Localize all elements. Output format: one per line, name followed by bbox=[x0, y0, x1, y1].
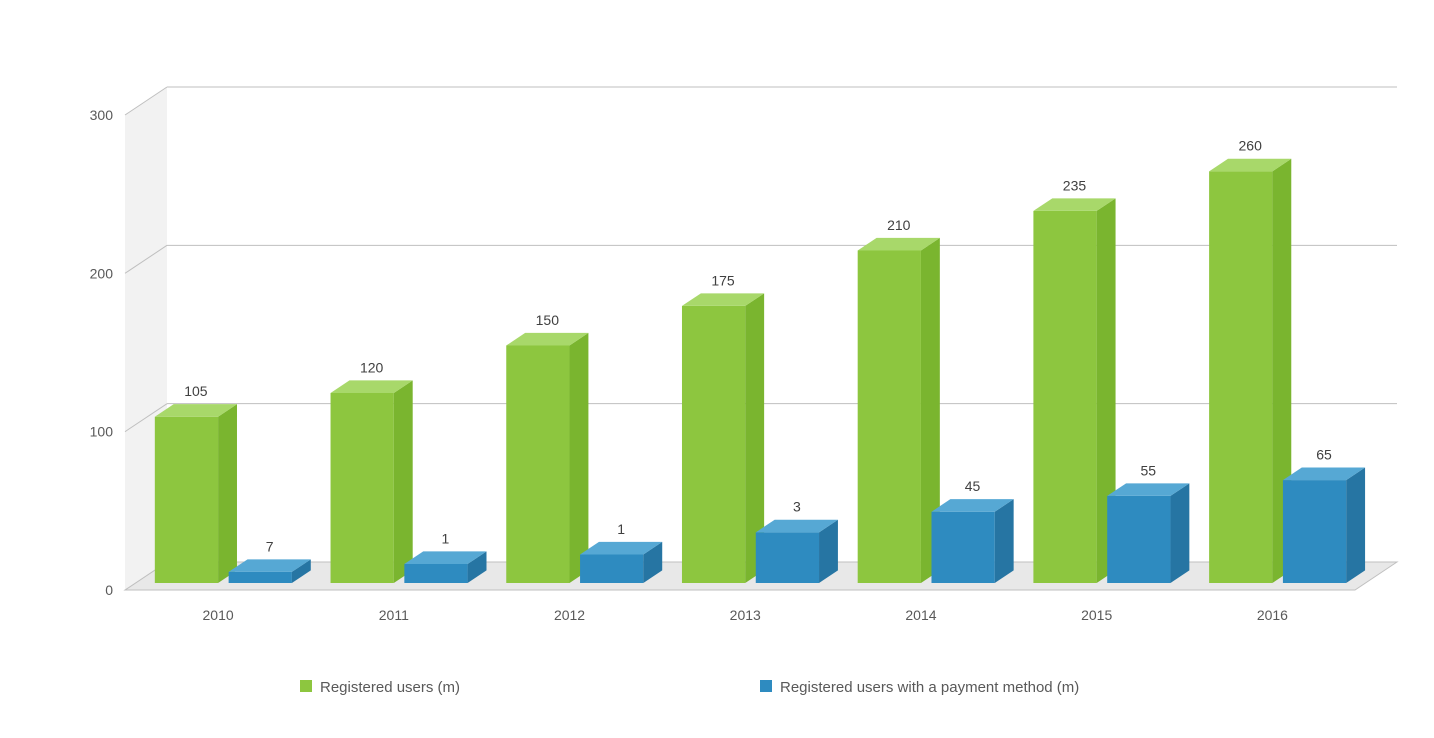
legend-swatch bbox=[760, 680, 772, 692]
bar-value-label: 150 bbox=[536, 312, 560, 328]
x-tick-label: 2011 bbox=[379, 607, 409, 623]
bar-value-label: 120 bbox=[360, 359, 384, 375]
legend-swatch bbox=[300, 680, 312, 692]
bar-front bbox=[506, 346, 569, 584]
bar-chart: 0 100 200 300 105 7 2010 120 1 2011 150 1 2012 175 3 20… bbox=[0, 0, 1434, 738]
bar-side bbox=[570, 333, 589, 583]
bar-value-label: 210 bbox=[887, 217, 911, 233]
bar-front bbox=[229, 572, 292, 583]
bar-value-label: 105 bbox=[184, 383, 208, 399]
legend-label: Registered users with a payment method (… bbox=[780, 679, 1079, 696]
bar-value-label: 7 bbox=[266, 538, 274, 554]
x-tick-label: 2013 bbox=[730, 607, 761, 623]
chart-svg: 0 100 200 300 105 7 2010 120 1 2011 150 1 2012 175 3 20… bbox=[0, 0, 1434, 738]
legend-label: Registered users (m) bbox=[320, 679, 460, 696]
bar-side bbox=[218, 404, 237, 583]
x-tick-label: 2016 bbox=[1257, 607, 1288, 623]
x-tick-label: 2010 bbox=[203, 607, 234, 623]
y-tick-label: 100 bbox=[90, 424, 114, 440]
bar-value-label: 45 bbox=[965, 478, 981, 494]
bar-value-label: 55 bbox=[1140, 462, 1156, 478]
bar-front bbox=[1033, 211, 1096, 583]
bar-side bbox=[1170, 483, 1189, 583]
bar-front bbox=[1107, 496, 1170, 583]
bar-value-label: 175 bbox=[711, 272, 735, 288]
x-tick-label: 2014 bbox=[905, 607, 936, 623]
bar-value-label: 1 bbox=[442, 530, 450, 546]
bar-side bbox=[1346, 467, 1365, 583]
bar-front bbox=[1209, 171, 1272, 583]
bar-side bbox=[394, 380, 413, 583]
x-tick-label: 2015 bbox=[1081, 607, 1112, 623]
bar-front bbox=[155, 417, 218, 583]
y-tick-label: 0 bbox=[105, 582, 113, 598]
y-tick-label: 200 bbox=[90, 265, 114, 281]
bar-front bbox=[580, 555, 643, 584]
bar-value-label: 260 bbox=[1239, 138, 1263, 154]
bar-front bbox=[858, 251, 921, 584]
bar-value-label: 65 bbox=[1316, 446, 1332, 462]
bar-value-label: 1 bbox=[617, 521, 625, 537]
bar-value-label: 3 bbox=[793, 499, 801, 515]
y-tick-label: 300 bbox=[90, 107, 114, 123]
bar-front bbox=[931, 512, 994, 583]
x-tick-label: 2012 bbox=[554, 607, 585, 623]
bar-front bbox=[1283, 480, 1346, 583]
bar-side bbox=[995, 499, 1014, 583]
bar-value-label: 235 bbox=[1063, 177, 1087, 193]
bar-front bbox=[404, 564, 467, 583]
bar-front bbox=[682, 306, 745, 583]
bar-front bbox=[756, 532, 819, 583]
bar-front bbox=[331, 393, 394, 583]
